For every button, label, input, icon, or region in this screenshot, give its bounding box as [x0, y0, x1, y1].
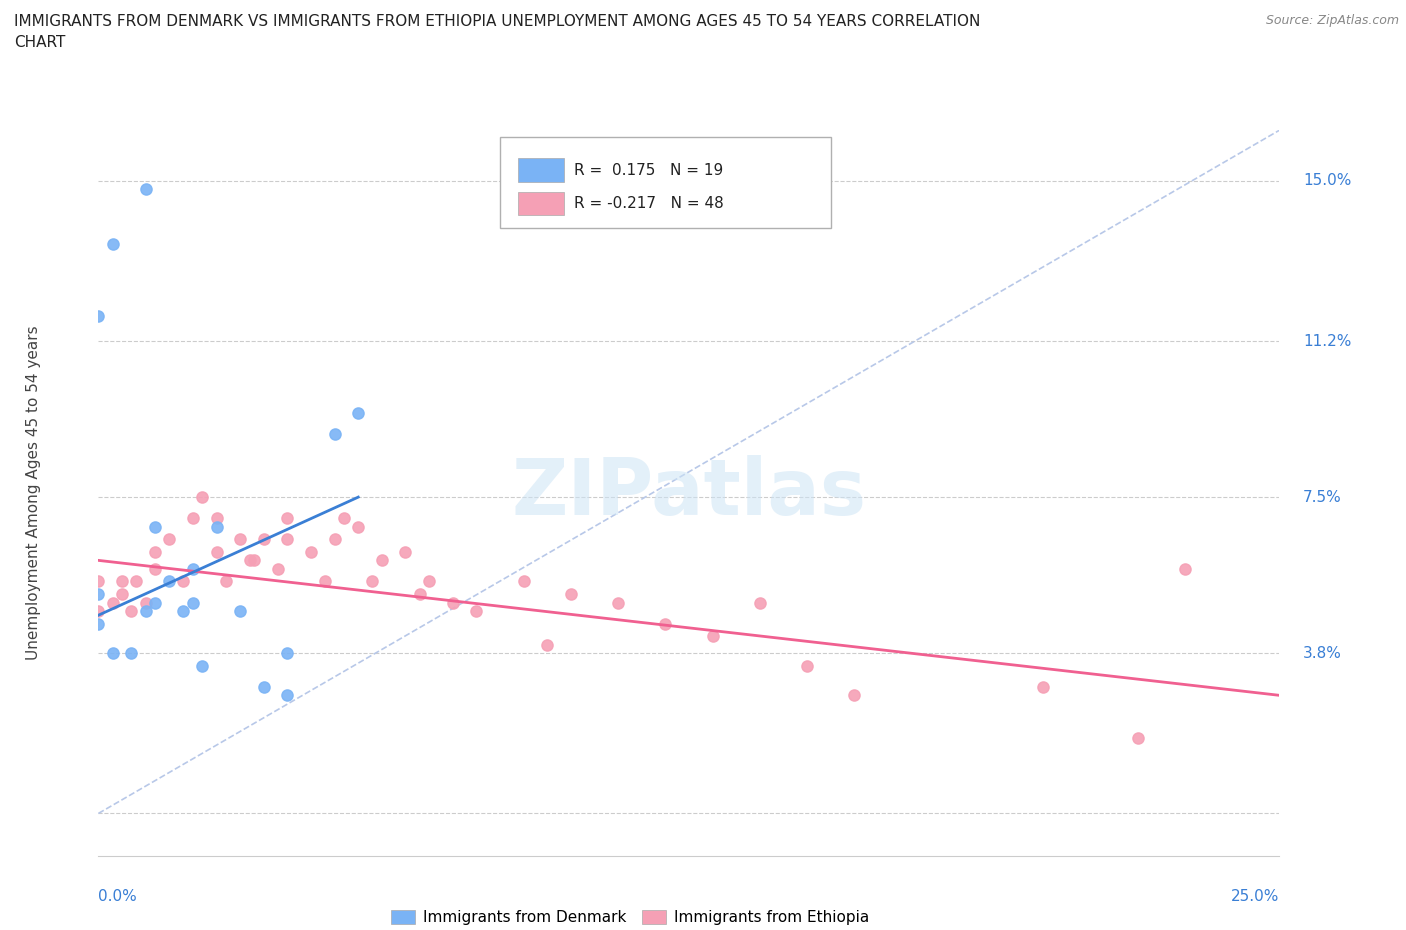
Point [607, 595, 630, 610]
Point [143, 562, 166, 577]
Point [205, 544, 228, 559]
Point [276, 688, 298, 703]
Point [87, 587, 110, 602]
Point [101, 595, 124, 610]
Point [157, 532, 180, 547]
Text: 25.0%: 25.0% [1232, 889, 1279, 904]
Point [121, 604, 143, 618]
Point [125, 574, 148, 589]
Point [172, 574, 194, 589]
Point [1032, 680, 1054, 695]
Point [253, 532, 276, 547]
Text: R = -0.217   N = 48: R = -0.217 N = 48 [575, 196, 724, 211]
Text: Source: ZipAtlas.com: Source: ZipAtlas.com [1265, 14, 1399, 27]
Point [347, 519, 370, 534]
Text: IMMIGRANTS FROM DENMARK VS IMMIGRANTS FROM ETHIOPIA UNEMPLOYMENT AMONG AGES 45 T: IMMIGRANTS FROM DENMARK VS IMMIGRANTS FR… [14, 14, 980, 29]
Point [560, 587, 582, 602]
Point [87, 309, 110, 324]
Point [267, 562, 290, 577]
Point [101, 236, 124, 251]
Point [347, 405, 370, 420]
Point [654, 617, 676, 631]
Text: ZIPatlas: ZIPatlas [512, 455, 866, 531]
Point [135, 604, 157, 618]
Point [276, 645, 298, 660]
Point [143, 544, 166, 559]
Point [191, 490, 214, 505]
Point [299, 544, 322, 559]
Point [111, 574, 134, 589]
Text: 11.2%: 11.2% [1303, 334, 1351, 349]
Point [157, 574, 180, 589]
FancyBboxPatch shape [517, 158, 564, 181]
Point [371, 553, 394, 568]
Point [111, 587, 134, 602]
Point [253, 680, 276, 695]
Point [87, 604, 110, 618]
Point [844, 688, 866, 703]
Text: 7.5%: 7.5% [1303, 489, 1341, 505]
Point [333, 511, 356, 525]
Point [361, 574, 384, 589]
Point [172, 604, 194, 618]
Text: R =  0.175   N = 19: R = 0.175 N = 19 [575, 163, 724, 178]
Point [205, 511, 228, 525]
Point [465, 604, 488, 618]
Point [702, 629, 724, 644]
Point [323, 427, 346, 442]
Point [1126, 730, 1149, 745]
Point [748, 595, 770, 610]
Point [408, 587, 430, 602]
Point [181, 595, 204, 610]
Point [441, 595, 464, 610]
Point [276, 511, 298, 525]
Point [87, 617, 110, 631]
Point [215, 574, 238, 589]
Point [135, 595, 157, 610]
FancyBboxPatch shape [517, 192, 564, 215]
Point [1174, 562, 1197, 577]
Point [191, 658, 214, 673]
Legend: Immigrants from Denmark, Immigrants from Ethiopia: Immigrants from Denmark, Immigrants from… [385, 904, 875, 930]
Point [323, 532, 346, 547]
Text: 3.8%: 3.8% [1303, 645, 1341, 660]
Text: 0.0%: 0.0% [98, 889, 138, 904]
Point [87, 574, 110, 589]
Point [135, 181, 157, 196]
Point [229, 604, 252, 618]
Point [243, 553, 266, 568]
Point [418, 574, 440, 589]
Point [101, 645, 124, 660]
Point [314, 574, 336, 589]
Point [796, 658, 818, 673]
Point [239, 553, 262, 568]
Point [276, 532, 298, 547]
Text: CHART: CHART [14, 35, 66, 50]
Text: Unemployment Among Ages 45 to 54 years: Unemployment Among Ages 45 to 54 years [25, 326, 41, 660]
Point [181, 511, 204, 525]
Point [121, 645, 143, 660]
FancyBboxPatch shape [501, 138, 831, 228]
Point [181, 562, 204, 577]
Point [394, 544, 416, 559]
Point [512, 574, 534, 589]
Point [143, 519, 166, 534]
Text: 15.0%: 15.0% [1303, 173, 1351, 188]
Point [536, 637, 558, 652]
Point [205, 519, 228, 534]
Point [229, 532, 252, 547]
Point [143, 595, 166, 610]
